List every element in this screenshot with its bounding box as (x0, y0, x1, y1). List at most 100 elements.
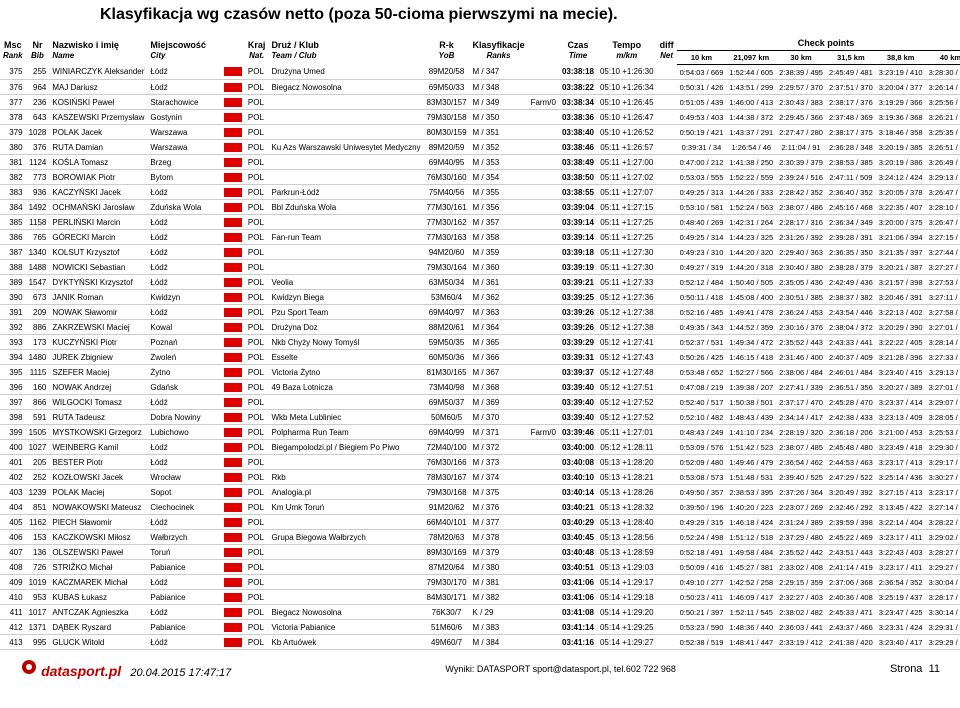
flag-icon (212, 398, 242, 407)
table-row: 397866WILGOCKI TomaszŁódźPOL69M50/37M / … (0, 395, 960, 410)
table-row: 3871340KOLSUT KrzysztofŁódźPOL94M20/60M … (0, 245, 960, 260)
flag-icon (212, 173, 242, 182)
flag-icon (212, 488, 242, 497)
flag-icon (212, 533, 242, 542)
table-row: 3991505MYSTKOWSKI GrzegorzLubichowoPOLPo… (0, 425, 960, 440)
table-row: 3851158PERLIŃSKI MarcinŁódźPOL77M30/162M… (0, 215, 960, 230)
flag-icon (212, 353, 242, 362)
flag-icon (212, 278, 242, 287)
flag-icon (212, 83, 242, 92)
flag-icon (212, 233, 242, 242)
table-row: 3881488NOWICKI SebastianŁódźPOL79M30/164… (0, 260, 960, 275)
table-row: 4001027WEINBERG KamilŁódźPOLBiegampolodz… (0, 440, 960, 455)
flag-icon (212, 518, 242, 527)
table-row: 3811124KOŚLA TomaszBrzegPOL69M40/95M / 3… (0, 155, 960, 170)
th-rank: Rank (3, 51, 23, 60)
flag-icon (212, 263, 242, 272)
flag-icon (212, 323, 242, 332)
flag-icon (212, 67, 242, 76)
footer-page: Strona (890, 663, 922, 675)
table-row: 393173KUCZYŃSKI PiotrPoznańPOLNkb Chyży … (0, 335, 960, 350)
table-row: 375255WINIARCZYK AleksanderŁódźPOLDrużyn… (0, 65, 960, 80)
flag-icon (212, 428, 242, 437)
th-city: City (150, 51, 165, 60)
th-bib: Bib (31, 51, 44, 60)
flag-icon (212, 563, 242, 572)
table-row: 4091019KACZMAREK MichałŁódźPOL79M30/170M… (0, 575, 960, 590)
flag-icon (212, 158, 242, 167)
flag-icon (212, 368, 242, 377)
flag-icon (212, 473, 242, 482)
th-msc: Msc (4, 40, 22, 50)
flag-icon (212, 128, 242, 137)
table-row: 391209NOWAK SławomirŁódźPOLPzu Sport Tea… (0, 305, 960, 320)
th-tempo: Tempo (612, 40, 641, 50)
flag-icon (212, 638, 242, 647)
th-nazwisko: Nazwisko i imię (52, 40, 119, 50)
table-row: 3891547DYKTYŃSKI KrzysztofŁódźPOLVeolia6… (0, 275, 960, 290)
table-row: 407136OLSZEWSKI PawełToruńPOL89M30/169M … (0, 545, 960, 560)
footer-mid: Wyniki: DATASPORT sport@datasport.pl, te… (445, 664, 676, 674)
table-row: 4111017ANTCZAK AgnieszkaŁódźPOLBiegacz N… (0, 605, 960, 620)
table-row: 406153KACZKOWSKI MiłoszWałbrzychPOLGrupa… (0, 530, 960, 545)
table-row: 408726STRIŽKO MichałPabianicePOL87M20/64… (0, 560, 960, 575)
footer-brand: datasport.pl (41, 663, 121, 679)
flag-icon (212, 413, 242, 422)
table-row: 413995GLUCK WitoldŁódźPOLKb Artuówek49M6… (0, 635, 960, 650)
th-nr: Nr (32, 40, 42, 50)
flag-icon (212, 548, 242, 557)
th-check: Check points (677, 36, 960, 51)
th-miejsc: Miejscowość (150, 40, 206, 50)
table-row: 4031239POLAK MaciejSopotPOLAnalogia.pl79… (0, 485, 960, 500)
th-czas: Czas (567, 40, 588, 50)
th-druz: Druż / Klub (271, 40, 319, 50)
table-row: 410953KUBAS ŁukaszPabianicePOL84M30/171M… (0, 590, 960, 605)
flag-icon (212, 188, 242, 197)
table-row: 383936KACZYŃSKI JacekŁódźPOLParkrun-Łódź… (0, 185, 960, 200)
th-yob: YoB (439, 51, 455, 60)
results-table: MscRank NrBib Nazwisko i imięName Miejsc… (0, 36, 960, 650)
flag-icon (212, 338, 242, 347)
table-row: 402252KOZŁOWSKI JacekWrocławPOLRkb78M30/… (0, 470, 960, 485)
table-row: 3951115SZEFER MaciejŻytnoPOLVictoria Żyt… (0, 365, 960, 380)
table-row: 3791028POLAK JacekWarszawaPOL80M30/159M … (0, 125, 960, 140)
flag-icon (212, 608, 242, 617)
flag-icon (212, 143, 242, 152)
table-row: 392886ZAKRZEWSKI MaciejKowalPOLDrużyna D… (0, 320, 960, 335)
th-team: Team / Club (271, 51, 316, 60)
flag-icon (212, 593, 242, 602)
logo-icon (20, 658, 38, 676)
th-time: Time (569, 51, 588, 60)
footer-pagenum: 11 (929, 663, 940, 675)
th-cp1: 21,097 km (726, 51, 776, 65)
table-row: 376964MAJ DariuszŁódźPOLBiegacz Nowosoln… (0, 80, 960, 95)
th-cp0: 10 km (677, 51, 727, 65)
flag-icon (212, 98, 242, 107)
table-row: 390673JANIK RomanKwidzynPOLKwidzyn Biega… (0, 290, 960, 305)
table-row: 3941480JUREK ZbigniewZwoleńPOLEsselte60M… (0, 350, 960, 365)
flag-icon (212, 443, 242, 452)
flag-icon (212, 203, 242, 212)
table-row: 378643KASZEWSKI PrzemysławGostyninPOL79M… (0, 110, 960, 125)
th-net: Net (660, 51, 673, 60)
flag-icon (212, 383, 242, 392)
th-klas: Klasyfikacje (473, 40, 525, 50)
th-name: Name (52, 51, 74, 60)
table-row: 404851NOWAKOWSKI MateuszCiechocinekPOLKm… (0, 500, 960, 515)
flag-icon (212, 623, 242, 632)
flag-icon (212, 458, 242, 467)
table-row: 398591RUTA TadeuszDobra NowinyPOLWkb Met… (0, 410, 960, 425)
th-diff: diff (660, 40, 674, 50)
table-row: 401205BESTER PiotrŁódźPOL76M30/166M / 37… (0, 455, 960, 470)
th-rk: R-k (439, 40, 454, 50)
flag-icon (212, 218, 242, 227)
table-row: 3841492OCHMAŃSKI JarosławZduńska WolaPOL… (0, 200, 960, 215)
table-row: 380376RUTA DamianWarszawaPOLKu Azs Warsz… (0, 140, 960, 155)
table-row: 4051162PIECH SławomirŁódźPOL66M40/101M /… (0, 515, 960, 530)
th-cp4: 38,8 km (876, 51, 926, 65)
flag-icon (212, 293, 242, 302)
page-title: Klasyfikacja wg czasów netto (poza 50-ci… (0, 0, 960, 36)
table-row: 386765GÓRECKI MarcinŁódźPOLFan-run Team7… (0, 230, 960, 245)
th-cp3: 31,5 km (826, 51, 876, 65)
footer: datasport.pl 20.04.2015 17:47:17 Wyniki:… (0, 650, 960, 687)
